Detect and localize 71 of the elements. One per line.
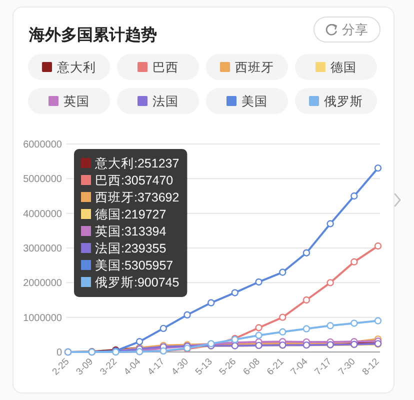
point (350, 320, 358, 327)
point (374, 317, 382, 324)
x-tick-label: 6-21 (265, 356, 286, 378)
legend-item: 德国 (295, 54, 377, 80)
point (279, 314, 286, 321)
y-tick-label: 1000000 (23, 312, 62, 324)
tooltip-row: 意大利:251237 (81, 156, 180, 170)
point (279, 328, 286, 336)
legend-item: 俄罗斯 (295, 88, 377, 114)
annotation: 法国:239355 (95, 242, 166, 256)
tooltip-row: 俄罗斯:900745 (81, 276, 180, 290)
tooltip-row: 西班牙:373692 (81, 190, 180, 204)
point (184, 311, 191, 319)
point (350, 258, 358, 266)
point (374, 164, 382, 172)
tooltip-row: 德国:219727 (81, 208, 166, 222)
annotation: 美国:5305957 (95, 258, 174, 272)
legend-label: 美国 (242, 93, 268, 108)
point (160, 324, 167, 332)
x-tick-label: 5-13 (193, 356, 215, 378)
point (255, 324, 262, 332)
tooltip-row: 巴西:3057470 (81, 174, 174, 188)
tooltip-row: 美国:5305957 (81, 258, 174, 272)
legend-label: 法国 (152, 94, 178, 108)
point (255, 278, 262, 286)
y-tick-label: 2000000 (23, 278, 62, 290)
point (255, 332, 262, 339)
y-tick-label: 5000000 (23, 174, 62, 186)
legend-label: 德国 (330, 60, 356, 74)
annotation: 英国:313394 (95, 224, 166, 238)
legend-label: 西班牙 (235, 60, 274, 74)
point (326, 322, 334, 330)
x-tick-label: 7-30 (336, 356, 358, 378)
share-label: 分享 (342, 22, 368, 38)
point (207, 299, 215, 306)
point (302, 296, 310, 304)
legend-label: 英国 (64, 94, 90, 108)
legend-item: 法国 (117, 88, 199, 114)
legend-label: 意大利 (56, 60, 96, 74)
x-tick-label: 8-12 (360, 356, 382, 378)
y-tick-label: 6000000 (23, 140, 62, 150)
point (350, 192, 358, 200)
point (302, 249, 310, 256)
tooltip-row: 法国:239355 (81, 242, 166, 256)
x-tick-label: 3-22 (98, 356, 120, 378)
point (231, 289, 239, 296)
y-tick-label: 4000000 (23, 208, 62, 220)
point (374, 242, 382, 250)
legend-label: 巴西 (152, 60, 178, 74)
point (279, 268, 286, 276)
point (326, 279, 334, 286)
x-tick-label: 4-30 (170, 356, 191, 378)
point (302, 325, 310, 332)
legend-item: 英国 (28, 88, 110, 114)
annotation: 巴西:3057470 (95, 174, 174, 188)
annotation: 德国:219727 (95, 208, 166, 222)
legend-item: 西班牙 (206, 54, 288, 80)
title: 海外多国累计趋势 (29, 27, 157, 44)
x-tick-label: 7-04 (288, 356, 310, 378)
y-tick-label: 3000000 (23, 244, 62, 254)
legend-item: 巴西 (117, 54, 199, 80)
legend-label: 俄罗斯 (324, 94, 363, 108)
x-tick-label: 4-04 (122, 356, 144, 378)
point (326, 220, 334, 228)
y-tick-label: 0 (56, 348, 62, 358)
legend-item: 美国 (206, 88, 288, 114)
legend-item: 意大利 (28, 54, 110, 80)
tooltip-row: 英国:313394 (81, 224, 166, 238)
point (136, 338, 144, 346)
x-tick-label: 3-09 (74, 356, 96, 378)
x-tick-label: 6-08 (241, 356, 262, 378)
